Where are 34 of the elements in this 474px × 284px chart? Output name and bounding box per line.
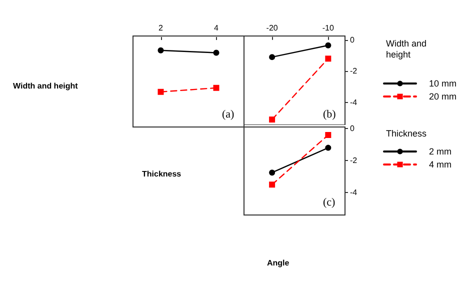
legend-label: 10 mm [429, 78, 457, 88]
point [269, 170, 276, 176]
legend-label: 20 mm [429, 92, 457, 102]
y-axis-title: Thickness [386, 128, 428, 138]
point [158, 47, 164, 54]
x-tick-label: 4 [214, 24, 220, 32]
point [325, 42, 332, 48]
x-tick-label: -10 [322, 24, 334, 32]
x-tick-label: -20 [266, 24, 278, 32]
legend-label: 2 mm [429, 146, 452, 156]
legend-title: Thickness [142, 170, 182, 178]
x-axis-title: Angle [267, 258, 290, 268]
point [213, 50, 220, 56]
point [269, 54, 276, 60]
point [325, 144, 332, 151]
y-tick-label: -4 [350, 188, 358, 198]
point [269, 116, 276, 123]
annotation: (b) [323, 108, 336, 120]
y-tick-label: -2 [350, 66, 358, 76]
annotation: (c) [323, 196, 336, 208]
annotation: (a) [222, 108, 235, 120]
point [158, 88, 164, 95]
x-tick-label: 2 [158, 24, 164, 32]
point [269, 182, 276, 188]
y-tick-label: -4 [350, 98, 358, 107]
point [325, 132, 332, 138]
legend-label: 4 mm [429, 160, 452, 170]
point [213, 84, 220, 91]
y-tick-label: 0 [350, 35, 355, 44]
y-axis-title: Width and height [13, 82, 78, 90]
legend-title: Width and height [386, 38, 430, 60]
y-tick-label: -2 [350, 156, 358, 166]
point [325, 56, 332, 62]
y-tick-label: 0 [350, 124, 355, 134]
